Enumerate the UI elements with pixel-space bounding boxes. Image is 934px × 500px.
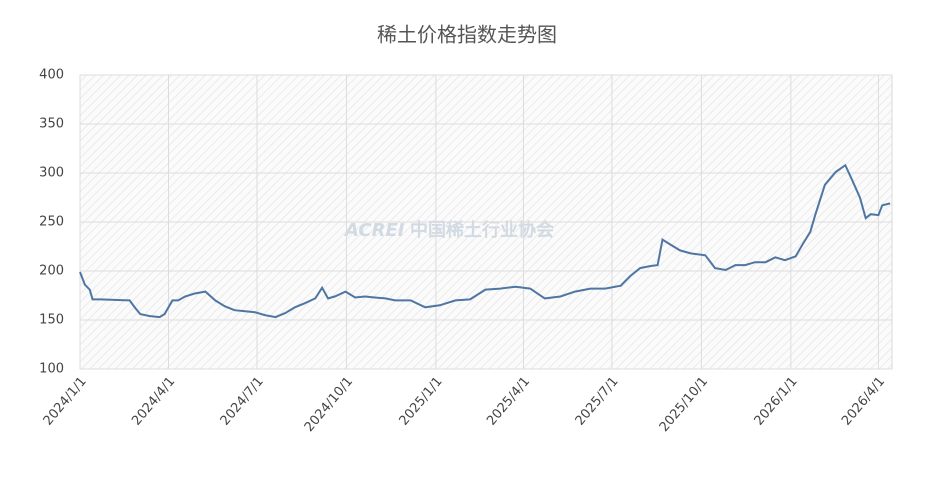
data-line bbox=[79, 163, 891, 319]
x-tick-label: 2024/4/1 bbox=[129, 374, 178, 428]
x-tick-label: 2024/7/1 bbox=[218, 374, 267, 428]
x-tick-label: 2024/10/1 bbox=[302, 374, 356, 435]
x-tick-label: 2026/4/1 bbox=[839, 374, 888, 428]
watermark: 中国稀土行业协会 bbox=[410, 219, 554, 241]
watermark: ACREI bbox=[343, 220, 405, 241]
x-tick-label: 2025/10/1 bbox=[657, 374, 711, 435]
y-tick-label: 250 bbox=[39, 215, 64, 230]
x-tick-label: 2025/7/1 bbox=[573, 374, 622, 428]
y-tick-label: 100 bbox=[39, 362, 64, 377]
y-tick-label: 400 bbox=[39, 68, 64, 83]
y-tick-label: 300 bbox=[39, 166, 64, 181]
chart-title: 稀土价格指数走势图 bbox=[377, 23, 557, 47]
x-tick-label: 2025/4/1 bbox=[484, 374, 533, 428]
x-tick-label: 2024/1/1 bbox=[41, 374, 90, 428]
y-tick-label: 150 bbox=[39, 313, 64, 328]
y-tick-label: 350 bbox=[39, 117, 64, 132]
x-tick-label: 2026/1/1 bbox=[752, 374, 801, 428]
y-tick-label: 200 bbox=[39, 264, 64, 279]
x-tick-label: 2025/1/1 bbox=[397, 374, 446, 428]
